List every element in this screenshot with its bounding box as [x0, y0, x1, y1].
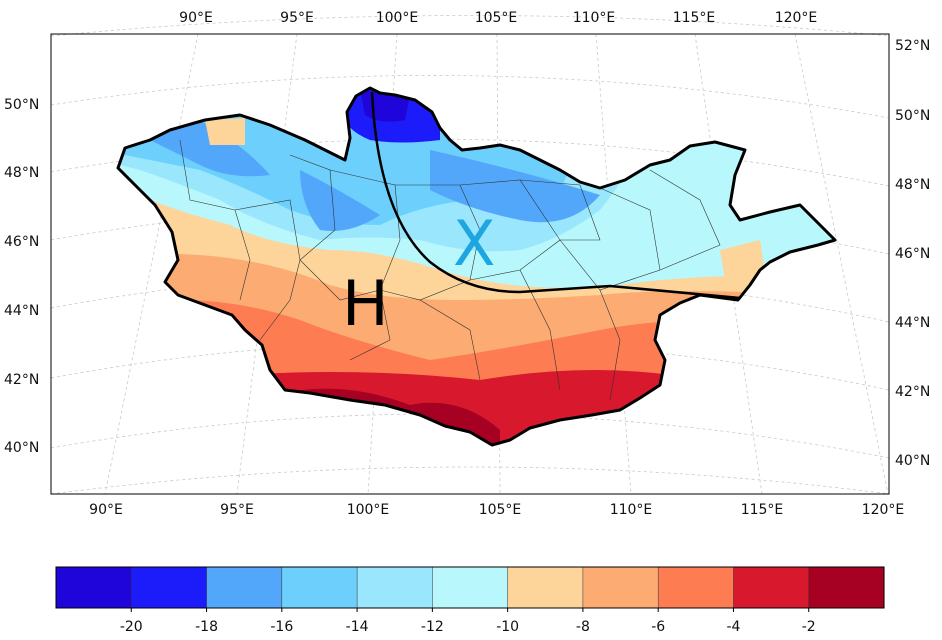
colorbar-tick-label: -18: [195, 619, 218, 635]
top-lon-label: 105°E: [475, 10, 518, 26]
band-minus-16-central: [300, 170, 380, 231]
colorbar-swatch: [507, 566, 584, 609]
colorbar-tick-label: -8: [576, 619, 590, 635]
top-lon-label: 90°E: [179, 10, 213, 26]
left-lat-label: 50°N: [4, 97, 39, 113]
colorbar-tick-label: -2: [802, 619, 816, 635]
colorbar-swatch: [206, 566, 283, 609]
right-lat-label: 40°N: [895, 453, 930, 469]
top-lon-label: 100°E: [376, 10, 419, 26]
left-lat-label: 40°N: [4, 440, 39, 456]
left-lat-label: 44°N: [4, 303, 39, 319]
top-lon-label: 115°E: [673, 10, 716, 26]
right-lat-label: 42°N: [895, 384, 930, 400]
colorbar-tick-label: -4: [726, 619, 740, 635]
bottom-lon-label: 105°E: [479, 502, 522, 518]
colorbar-swatch: [733, 566, 810, 609]
colorbar-swatch: [808, 566, 885, 609]
colorbar-tick-label: -20: [120, 619, 143, 635]
cold-center-label: X: [453, 207, 495, 280]
right-lat-label: 46°N: [895, 246, 930, 262]
top-lon-label: 110°E: [573, 10, 616, 26]
colorbar-swatch: [582, 566, 659, 609]
left-lat-label: 48°N: [4, 165, 39, 181]
right-lat-label: 48°N: [895, 177, 930, 193]
bottom-lon-label: 110°E: [610, 502, 653, 518]
bottom-lon-label: 90°E: [89, 502, 123, 518]
colorbar-tick-label: -10: [496, 619, 519, 635]
bottom-lon-label: 100°E: [347, 502, 390, 518]
front-line: [370, 91, 741, 300]
top-lon-label: 95°E: [280, 10, 314, 26]
left-latitude-labels: 50°N 48°N 46°N 44°N 42°N 40°N: [4, 97, 39, 456]
bottom-lon-label: 115°E: [741, 502, 784, 518]
bottom-lon-label: 120°E: [862, 502, 905, 518]
colorbar-swatch: [356, 566, 433, 609]
top-lon-label: 120°E: [775, 10, 818, 26]
colorbar-swatch: [657, 566, 734, 609]
right-latitude-labels: 52°N 50°N 48°N 46°N 44°N 42°N 40°N: [895, 38, 930, 469]
warm-patch-east: [720, 240, 765, 280]
bottom-longitude-labels: 90°E 95°E 100°E 105°E 110°E 115°E 120°E: [89, 502, 904, 518]
colorbar-tick-label: -14: [346, 619, 369, 635]
colorbar-tick-label: -16: [270, 619, 293, 635]
right-lat-label: 44°N: [895, 315, 930, 331]
bottom-lon-label: 95°E: [220, 502, 254, 518]
colorbar-tick-label: -6: [651, 619, 665, 635]
band-minus-16-east: [430, 150, 600, 223]
colorbar-swatch: [432, 566, 509, 609]
country-border: [116, 86, 837, 447]
right-lat-label: 52°N: [895, 38, 930, 54]
top-longitude-labels: 90°E 95°E 100°E 105°E 110°E 115°E 120°E: [179, 10, 817, 26]
right-lat-label: 50°N: [895, 108, 930, 124]
left-lat-label: 42°N: [4, 372, 39, 388]
colorbar-swatch: [281, 566, 358, 609]
colorbar-swatch: [55, 566, 132, 609]
colorbar: -20 -18 -16 -14 -12 -10 -8 -6 -4 -2: [55, 566, 885, 635]
colorbar-swatch: [131, 566, 208, 609]
map-frame: [50, 33, 890, 495]
colorbar-tick-label: -12: [421, 619, 444, 635]
band-minus-2: [118, 370, 700, 445]
warm-patch-nw: [205, 118, 245, 145]
high-pressure-label: H: [342, 267, 389, 340]
left-lat-label: 46°N: [4, 234, 39, 250]
colorbar-frame: [55, 566, 885, 609]
province-boundaries: [179, 139, 721, 401]
